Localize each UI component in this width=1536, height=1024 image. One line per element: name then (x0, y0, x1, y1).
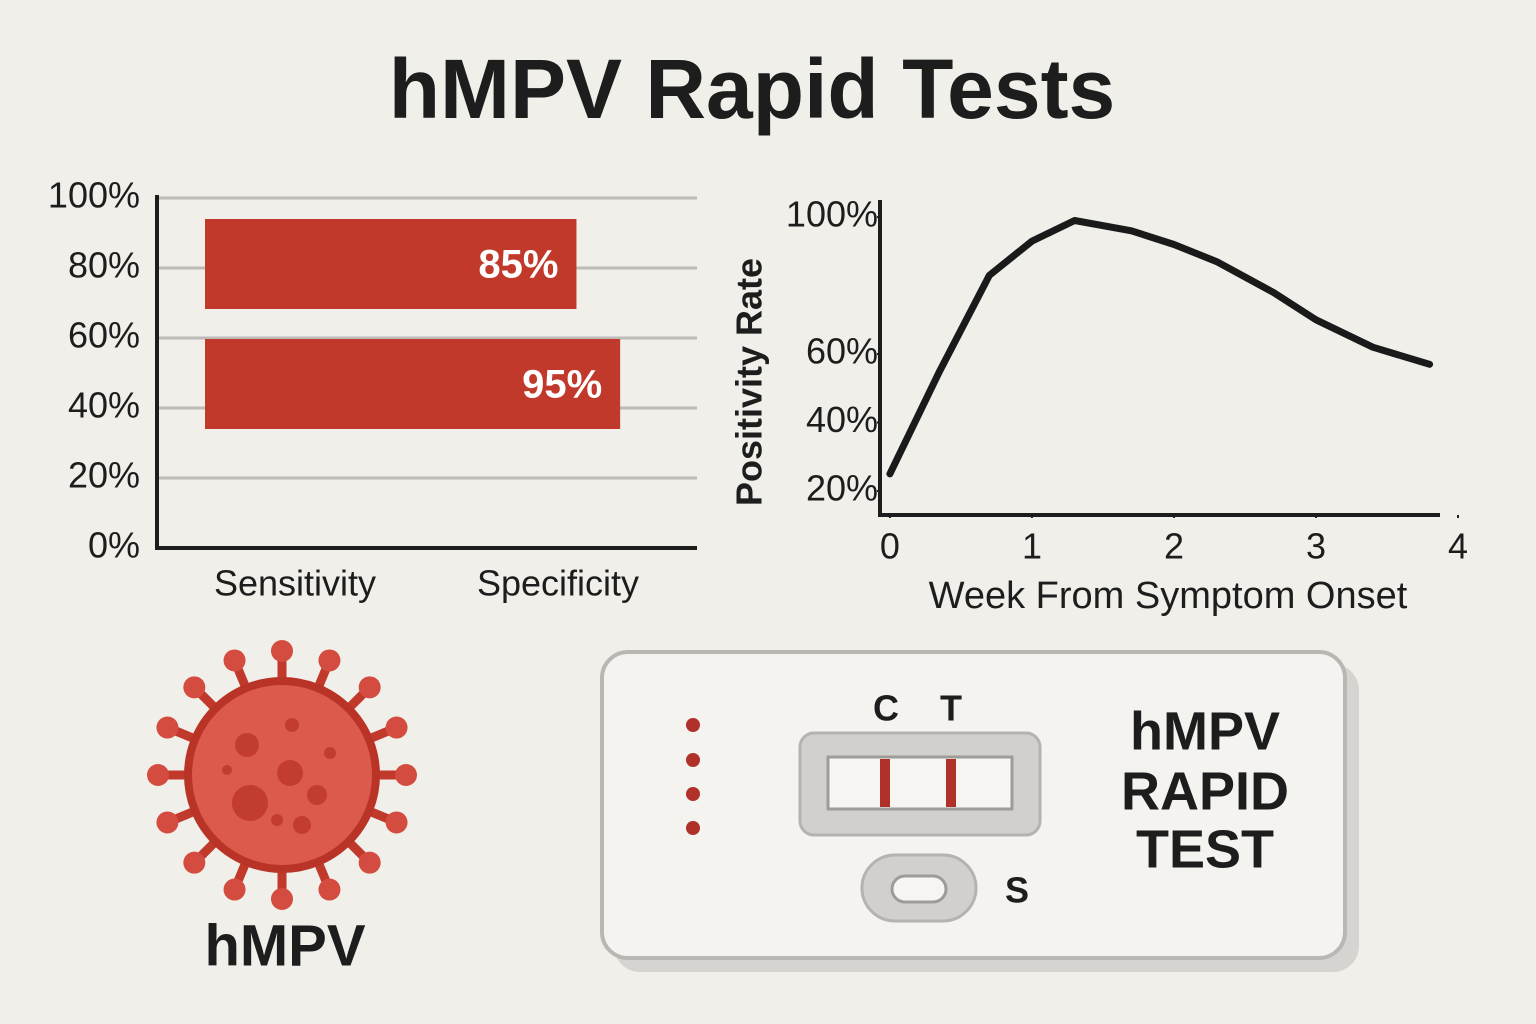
virus-knob (183, 676, 206, 699)
x-tick-label: 4 (1448, 526, 1468, 567)
y-tick-label: 40% (806, 399, 878, 440)
sample-well (890, 874, 948, 904)
sample-label: S (1005, 870, 1029, 911)
y-tick-label: 60% (68, 315, 140, 356)
y-tick-label: 100% (48, 175, 140, 216)
x-axis-label: Week From Symptom Onset (929, 575, 1408, 617)
virus-knob (223, 649, 246, 672)
virus-knob (358, 676, 381, 699)
y-axis-label: Positivity Rate (729, 258, 770, 506)
virus-spot (324, 747, 336, 759)
virus-spot (235, 733, 259, 757)
virus-knob (156, 716, 179, 739)
card-title-line: hMPV (1130, 701, 1280, 761)
virus-spot (222, 765, 232, 775)
virus-spot (307, 785, 327, 805)
x-tick-label: Specificity (477, 563, 639, 604)
virus-knob (318, 878, 341, 901)
y-tick-label: 0% (88, 525, 140, 566)
y-tick-label: 100% (786, 194, 878, 235)
virus-spot (232, 785, 268, 821)
virus-knob (385, 811, 408, 834)
x-tick-label: 1 (1022, 526, 1042, 567)
dot (686, 821, 700, 835)
dot (686, 787, 700, 801)
virus-label: hMPV (204, 913, 365, 978)
virus-spot (277, 760, 303, 786)
virus-icon (147, 640, 417, 910)
card-title-line: TEST (1136, 819, 1274, 879)
result-window (826, 755, 1014, 811)
virus-knob (385, 716, 408, 739)
line-series (886, 217, 1434, 478)
virus-spot (293, 816, 311, 834)
virus-spot (271, 814, 283, 826)
x-tick-label: 0 (880, 526, 900, 567)
test-cassette: C T S hMPV RAPID TEST (600, 650, 1359, 972)
virus-knob (156, 811, 179, 834)
page-title: hMPV Rapid Tests (389, 42, 1116, 136)
y-tick-label: 60% (806, 331, 878, 372)
test-label: T (940, 688, 962, 729)
y-tick-label: 20% (806, 468, 878, 509)
test-line (946, 759, 956, 807)
virus-knob (223, 878, 246, 901)
virus-knob (271, 888, 293, 910)
virus-knob (358, 851, 381, 874)
x-tick-label: 3 (1306, 526, 1326, 567)
virus-spot (285, 718, 299, 732)
virus-knob (147, 764, 169, 786)
x-tick-label: 2 (1164, 526, 1184, 567)
card-title-line: RAPID (1121, 761, 1289, 821)
bar-value-label: 95% (522, 363, 602, 407)
y-tick-label: 20% (68, 455, 140, 496)
y-tick-label: 40% (68, 385, 140, 426)
virus-knob (395, 764, 417, 786)
dot (686, 753, 700, 767)
y-tick-label: 80% (68, 245, 140, 286)
bar (205, 219, 577, 309)
bar-value-label: 85% (478, 243, 558, 287)
control-label: C (873, 688, 899, 729)
control-line (880, 759, 890, 807)
virus-knob (318, 649, 341, 672)
bar (205, 339, 621, 429)
dot (686, 718, 700, 732)
virus-knob (183, 851, 206, 874)
virus-knob (271, 640, 293, 662)
x-tick-label: Sensitivity (214, 563, 376, 604)
